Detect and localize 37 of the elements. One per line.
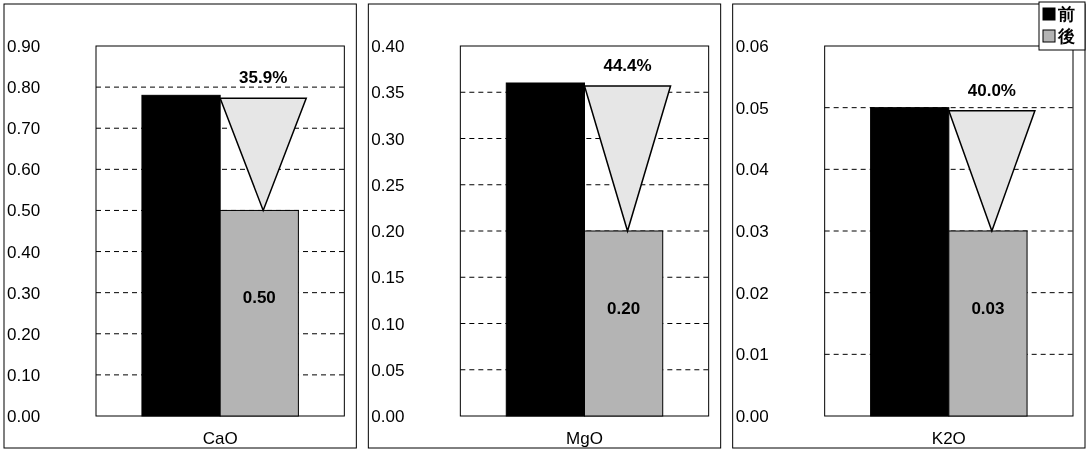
x-tick-label: CaO [202,429,238,448]
y-tick-label: 0.15 [371,268,405,288]
y-tick-label: 0.60 [7,160,41,180]
y-tick-label: 0.30 [371,129,405,149]
annotation: 40.0% [967,80,1016,100]
y-tick-label: 0.05 [371,360,405,380]
data-label: 0.20 [607,298,641,318]
annotation: 44.4% [603,56,652,75]
legend-label: 前 [1057,5,1075,24]
y-tick-label: 0.40 [7,242,41,262]
y-tick-label: 0.25 [371,175,405,195]
y-tick-label: 0.10 [371,314,405,334]
y-tick-label: 0.02 [735,283,769,303]
y-tick-label: 0.00 [7,407,41,426]
y-tick-label: 0.00 [735,407,769,426]
y-tick-label: 0.03 [735,222,769,241]
y-tick-label: 0.40 [371,37,405,56]
y-tick-label: 0.10 [7,365,41,385]
y-tick-label: 0.06 [735,37,769,56]
y-tick-label: 0.05 [735,98,769,118]
y-tick-label: 0.35 [371,83,405,103]
legend-label: 後 [1057,27,1075,46]
y-tick-label: 0.20 [7,324,41,344]
data-label: 0.50 [242,288,276,308]
x-tick-label: K2O [931,429,966,448]
y-tick-label: 0.30 [7,283,41,303]
y-tick-label: 0.90 [7,37,41,56]
y-tick-label: 0.20 [371,222,405,241]
data-label: 0.03 [971,298,1005,318]
y-tick-label: 0.70 [7,119,41,139]
y-tick-label: 0.01 [735,345,769,365]
x-tick-label: MgO [566,429,603,448]
annotation: 35.9% [239,68,288,88]
y-tick-label: 0.00 [371,407,405,426]
y-tick-label: 0.04 [735,160,769,180]
y-tick-label: 0.50 [7,201,41,221]
y-tick-label: 0.80 [7,78,41,98]
